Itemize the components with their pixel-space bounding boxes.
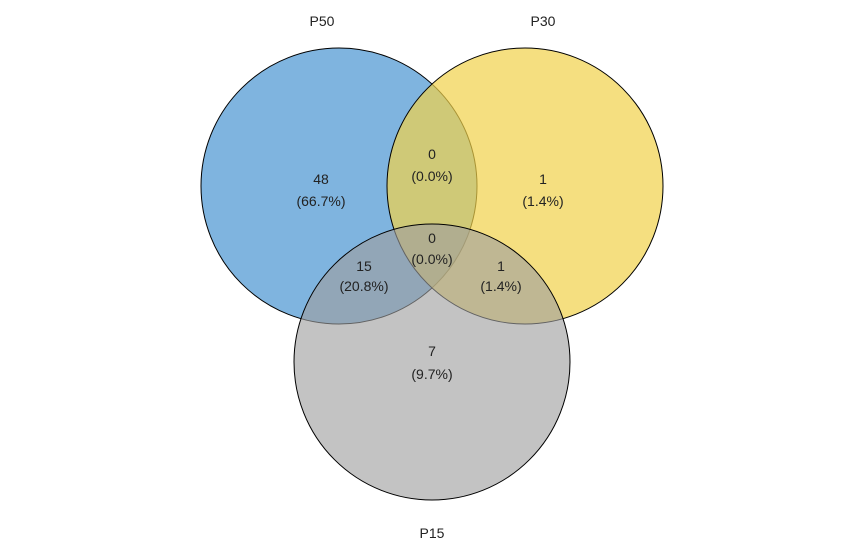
set-label-p15: P15 [420,525,445,541]
region-count: 15 [356,258,372,274]
region-percent: (1.4%) [522,193,563,209]
region-count: 1 [539,171,547,187]
region-p15-only: 7 (9.7%) [411,343,452,382]
region-count: 1 [497,258,505,274]
region-count: 7 [428,343,436,359]
region-percent: (0.0%) [411,168,452,184]
region-percent: (9.7%) [411,366,452,382]
region-percent: (1.4%) [480,278,521,294]
region-count: 0 [428,230,436,246]
region-p50-p15: 15 (20.8%) [339,258,388,294]
region-count: 0 [428,146,436,162]
circle-p15 [293,223,571,501]
region-p30-p15: 1 (1.4%) [480,258,521,294]
region-percent: (20.8%) [339,278,388,294]
region-p50-only: 48 (66.7%) [296,171,345,209]
region-percent: (0.0%) [411,251,452,267]
region-all: 0 (0.0%) [411,230,452,267]
set-label-p50: P50 [310,13,335,29]
region-p50-p30: 0 (0.0%) [411,146,452,184]
region-percent: (66.7%) [296,193,345,209]
set-label-p30: P30 [531,13,556,29]
region-p30-only: 1 (1.4%) [522,171,563,209]
region-count: 48 [313,171,329,187]
